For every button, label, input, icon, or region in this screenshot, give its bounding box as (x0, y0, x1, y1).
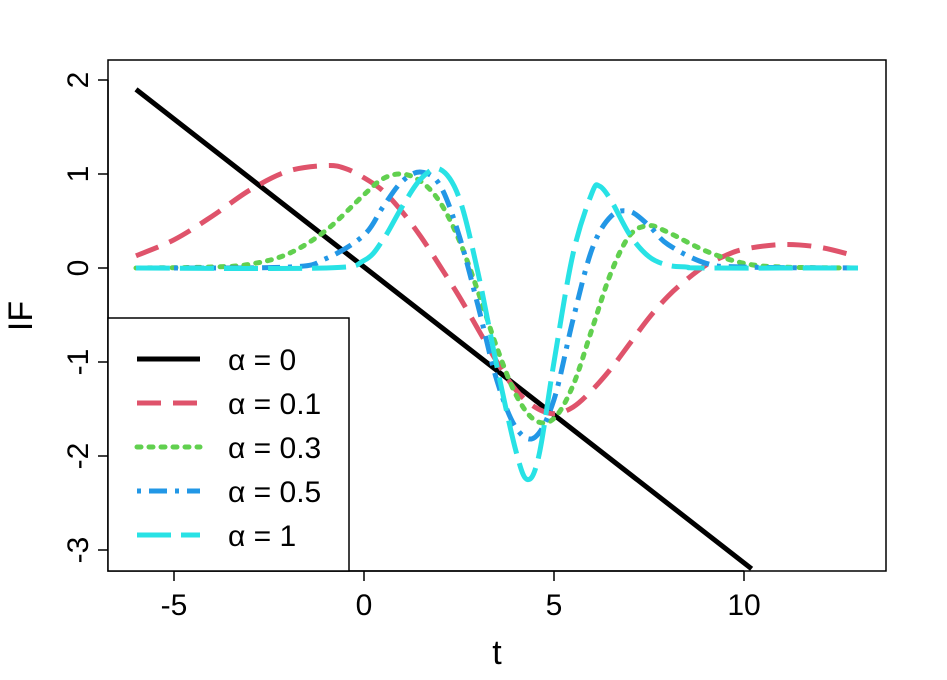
series-lines (133, 87, 861, 571)
y-tick-label: -2 (62, 443, 95, 470)
x-tick-label: -5 (161, 589, 188, 622)
series-line-0 (134, 87, 754, 571)
y-tick-label: 1 (62, 166, 95, 183)
legend-label-2: α = 0.3 (228, 432, 321, 465)
y-axis: -3 -2 -1 0 1 2 (62, 72, 109, 564)
y-tick-label: -3 (62, 537, 95, 564)
series-line-2 (133, 171, 861, 426)
legend-label-1: α = 0.1 (228, 388, 321, 421)
legend-label-4: α = 1 (228, 520, 296, 553)
legend-label-0: α = 0 (228, 344, 296, 377)
legend-label-3: α = 0.5 (228, 476, 321, 509)
x-tick-label: 10 (727, 589, 760, 622)
y-tick-label: -1 (62, 349, 95, 376)
x-axis-title: t (492, 634, 502, 672)
x-tick-label: 0 (356, 589, 373, 622)
y-tick-label: 0 (62, 260, 95, 277)
series-line-3 (135, 169, 859, 442)
y-axis-title: IF (2, 301, 40, 331)
x-axis: -5 0 5 10 (161, 570, 761, 622)
series-line-4 (135, 166, 859, 483)
x-tick-label: 5 (546, 589, 563, 622)
legend: α = 0 α = 0.1 α = 0.3 α = 0.5 α = 1 (107, 317, 350, 572)
y-tick-label: 2 (62, 72, 95, 89)
